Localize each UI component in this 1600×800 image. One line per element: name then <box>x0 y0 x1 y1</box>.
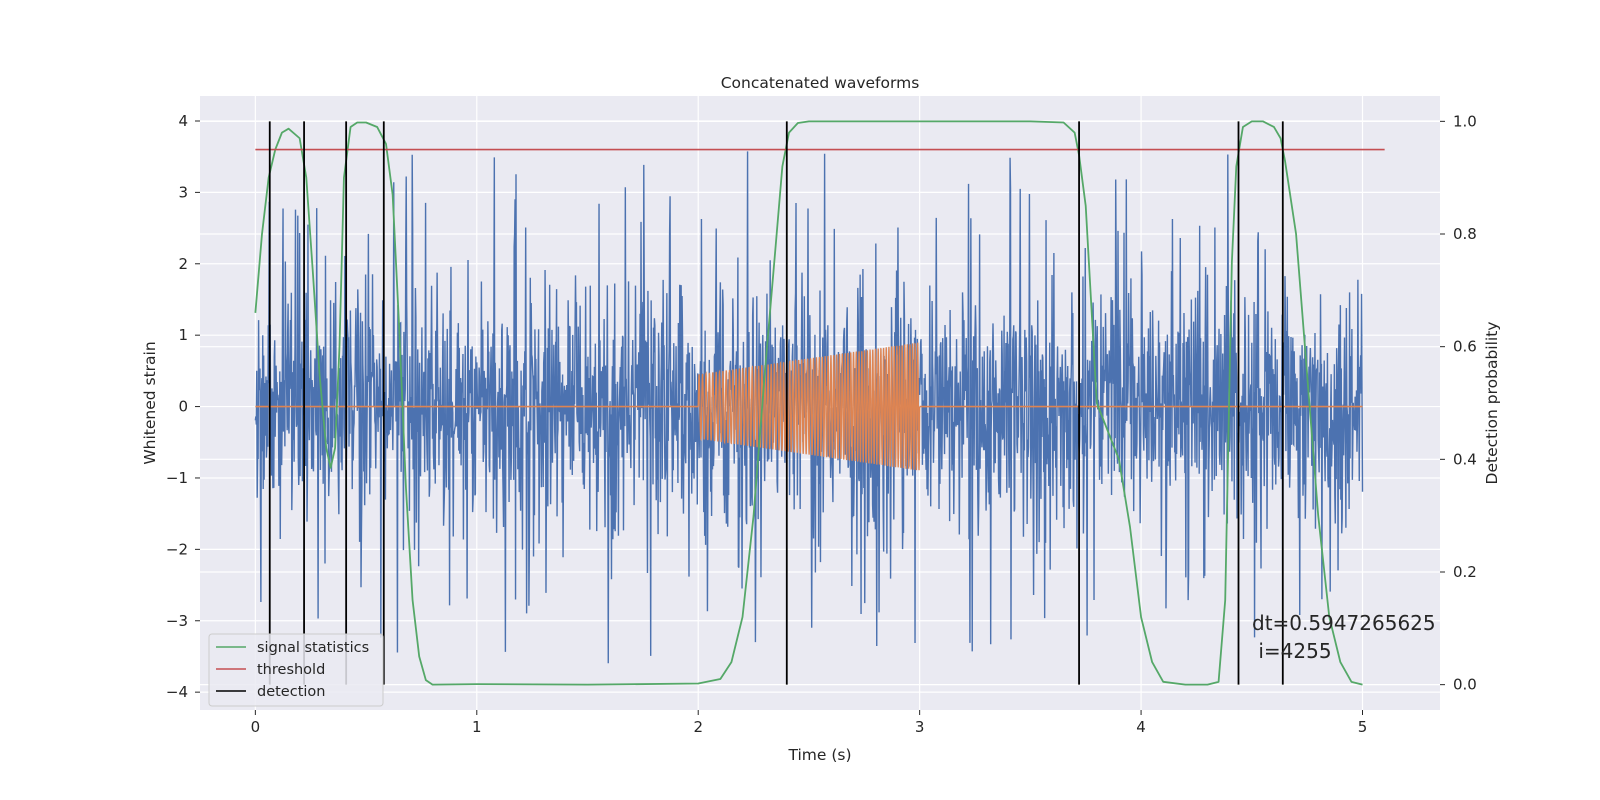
y2-tick-label: 0.2 <box>1453 563 1477 581</box>
x-tick-label: 5 <box>1358 718 1368 736</box>
annotation-i: i=4255 <box>1252 639 1332 663</box>
signal-statistics-line <box>254 120 1363 686</box>
y-tick-label: 0 <box>178 398 188 416</box>
annotation-dt: dt=0.5947265625 <box>1252 611 1436 635</box>
y2-tick-label: 0.8 <box>1453 225 1477 243</box>
y2-tick-label: 0.4 <box>1453 450 1477 468</box>
y-tick-label: 2 <box>178 255 188 273</box>
y-tick-label: 4 <box>178 112 188 130</box>
legend-label-threshold: threshold <box>257 662 325 678</box>
legend-label-detection: detection <box>257 684 325 700</box>
y-tick-label: −1 <box>166 469 188 487</box>
x-tick-label: 1 <box>472 718 482 736</box>
axis-ticks: 0 1 2 3 4 5 −4 −3 −2 −1 0 1 2 3 4 0.0 0.2 0.4 0.6 0.8 1.0 <box>166 112 1477 736</box>
y-tick-label: −4 <box>166 683 188 701</box>
injection-chirp <box>697 342 921 471</box>
injection-series <box>255 342 1363 471</box>
x-tick-label: 4 <box>1136 718 1146 736</box>
x-axis-label: Time (s) <box>787 746 851 764</box>
y-tick-label: −3 <box>166 612 188 630</box>
y-tick-label: 3 <box>178 183 188 201</box>
y-tick-label: 1 <box>178 326 188 344</box>
chart-title: Concatenated waveforms <box>721 74 920 92</box>
legend-box <box>208 633 384 707</box>
y2-tick-label: 0.6 <box>1453 338 1477 356</box>
y2-axis-label: Detection probability <box>1483 322 1501 485</box>
legend-label-signal-statistics: signal statistics <box>257 640 369 656</box>
x-tick-label: 0 <box>251 718 261 736</box>
y2-tick-label: 1.0 <box>1453 112 1477 130</box>
x-tick-label: 3 <box>915 718 925 736</box>
signal-statistics-series <box>254 120 1363 686</box>
y-tick-label: −2 <box>166 540 188 558</box>
legend: signal statistics threshold detection <box>208 633 384 707</box>
x-tick-label: 2 <box>693 718 703 736</box>
y-axis-label: Whitened strain <box>141 341 159 464</box>
y2-tick-label: 0.0 <box>1453 676 1477 694</box>
detection-series <box>268 121 1284 685</box>
